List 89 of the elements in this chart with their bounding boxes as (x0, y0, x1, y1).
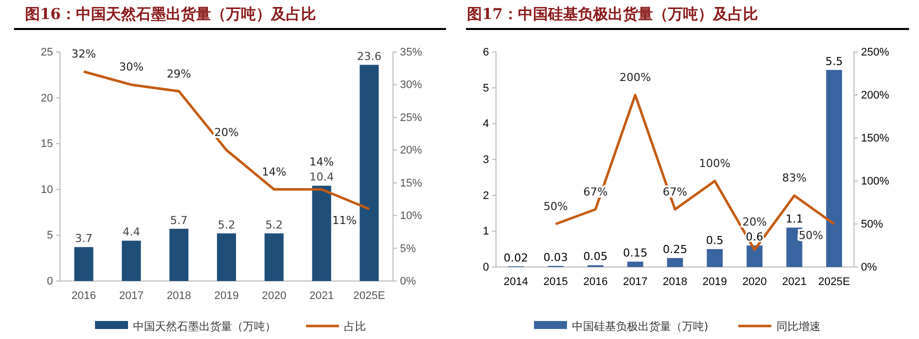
bar (216, 233, 236, 281)
data-label: 83% (782, 172, 807, 185)
data-label: 10.4 (309, 170, 334, 184)
data-label: 20% (214, 126, 239, 140)
line-series (82, 70, 370, 210)
y-tick-label: 20 (40, 92, 53, 104)
data-label: 5.2 (218, 218, 236, 232)
x-tick-label: 2014 (504, 276, 528, 288)
x-tick-label: 2025E (353, 290, 386, 302)
y2-tick-label: 250% (861, 46, 890, 59)
x-tick-label: 2020 (262, 290, 286, 302)
legend-label: 中国硅基负极出货量（万吨) (572, 320, 708, 333)
x-tick-label: 2018 (662, 276, 688, 288)
data-label: 0.25 (662, 243, 688, 256)
y-tick-label: 0 (482, 262, 489, 274)
chart-title: 图17：中国硅基负极出货量（万吨）及占比 (467, 5, 758, 23)
data-label: 5.2 (265, 218, 283, 232)
y-tick-label: 15 (40, 138, 53, 150)
data-label: 29% (166, 67, 192, 80)
bar (74, 247, 94, 281)
data-label: 3.7 (75, 232, 93, 246)
y2-tick-label: 25% (400, 112, 422, 124)
y2-tick-label: 5% (400, 242, 416, 255)
y-tick-label: 5 (482, 82, 489, 94)
y2-tick-label: 150% (861, 132, 890, 145)
data-label: 23.6 (356, 50, 382, 63)
y2-tick-label: 10% (400, 210, 422, 222)
data-label: 0.03 (543, 250, 568, 264)
x-tick-label: 2016 (72, 290, 96, 302)
bar (706, 249, 723, 267)
data-label: 20% (742, 216, 767, 228)
x-tick-label: 2020 (742, 276, 767, 288)
data-label: 4.4 (122, 226, 140, 239)
data-label: 5.5 (825, 54, 843, 68)
data-label: 100% (699, 157, 731, 170)
y-tick-label: 1 (482, 226, 489, 238)
x-tick-label: 2019 (702, 276, 728, 288)
data-label: 0.5 (706, 234, 724, 248)
y-tick-label: 0 (46, 276, 53, 288)
chart-title: 图16：中国天然石墨出货量（万吨）及占比 (25, 5, 316, 23)
x-tick-label: 2018 (166, 290, 192, 302)
y2-tick-label: 0% (400, 276, 416, 288)
x-tick-label: 2016 (583, 276, 608, 288)
bar (627, 262, 644, 267)
bar (667, 258, 683, 267)
bar (312, 186, 332, 281)
data-label: 0.05 (583, 250, 608, 264)
x-tick-label: 2017 (119, 290, 144, 302)
data-label: 200% (619, 71, 651, 84)
y-tick-label: 2 (482, 190, 489, 202)
data-label: 50% (543, 200, 568, 213)
x-tick-label: 2021 (782, 276, 807, 288)
data-label: 30% (119, 60, 144, 74)
data-label: 14% (262, 165, 286, 178)
data-label: 11% (332, 214, 357, 228)
x-tick-label: 2025E (818, 276, 850, 288)
legend-label: 占比 (344, 320, 366, 333)
bar (264, 233, 284, 281)
x-tick-label: 2021 (309, 290, 334, 302)
x-tick-label: 2015 (543, 276, 568, 288)
y-tick-label: 6 (482, 46, 489, 59)
bar (746, 246, 763, 267)
y2-tick-label: 100% (861, 176, 890, 188)
data-label: 1.1 (786, 212, 804, 226)
y-tick-label: 5 (46, 230, 53, 242)
data-label: 0.15 (622, 246, 648, 260)
bar (826, 70, 842, 267)
data-label: 0.02 (504, 251, 528, 264)
y2-tick-label: 50% (861, 218, 884, 231)
data-label: 32% (72, 48, 96, 61)
y2-tick-label: 200% (861, 90, 890, 102)
y2-tick-label: 20% (400, 144, 422, 157)
bar (360, 64, 379, 281)
bar (122, 240, 141, 281)
data-label: 5.7 (170, 214, 188, 227)
y2-tick-label: 15% (400, 177, 422, 190)
y2-tick-label: 35% (400, 46, 422, 59)
y-tick-label: 3 (482, 154, 489, 166)
legend-label: 同比增速 (776, 320, 820, 333)
y-tick-label: 25 (40, 46, 53, 59)
y-tick-label: 10 (40, 184, 53, 196)
x-tick-label: 2019 (214, 290, 239, 302)
y-tick-label: 4 (482, 118, 489, 130)
bar (169, 228, 188, 281)
y2-tick-label: 30% (400, 79, 422, 92)
x-tick-label: 2017 (622, 276, 648, 288)
y2-tick-label: 0% (861, 262, 878, 274)
data-label: 14% (309, 156, 334, 169)
legend-label: 中国天然石墨出货量（万吨） (133, 320, 276, 333)
